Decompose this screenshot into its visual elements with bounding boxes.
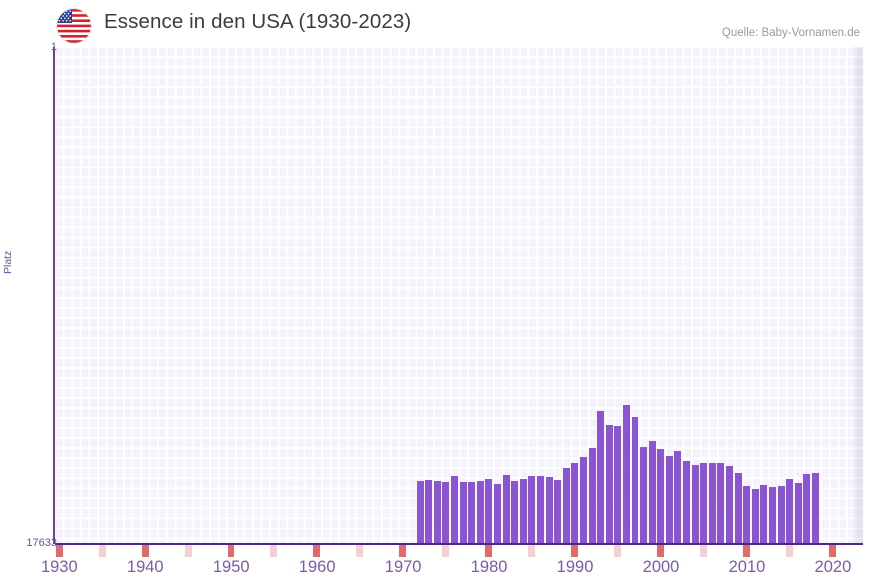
source-attribution: Quelle: Baby-Vornamen.de	[721, 27, 860, 39]
bar	[416, 480, 424, 544]
x-tick-minor	[270, 545, 278, 557]
x-tick-minor	[700, 545, 708, 557]
bar	[777, 485, 785, 544]
bar	[588, 447, 596, 544]
bar	[751, 488, 759, 544]
bar	[760, 484, 768, 544]
bar	[683, 461, 691, 544]
bar	[700, 463, 708, 544]
x-tick-major	[485, 545, 493, 557]
x-tick-major	[313, 545, 321, 557]
bar	[579, 457, 587, 544]
bar	[536, 475, 544, 544]
x-tick-label: 1930	[40, 558, 78, 576]
x-tick-minor	[184, 545, 192, 557]
x-tick-label: 2020	[814, 558, 852, 576]
x-tick-major	[743, 545, 751, 557]
x-tick-label: 1990	[556, 558, 594, 576]
bar	[640, 447, 648, 544]
chart-plot-area	[55, 47, 863, 544]
bar	[657, 448, 665, 544]
x-tick-major	[55, 545, 63, 557]
us-flag-icon	[57, 9, 91, 43]
x-tick-minor	[98, 545, 106, 557]
bar	[425, 479, 433, 544]
y-axis-title: Platz	[2, 250, 14, 274]
bar	[665, 455, 673, 544]
bar	[476, 480, 484, 544]
bar	[451, 476, 458, 544]
x-axis-tick-band	[55, 545, 863, 557]
x-tick-minor	[614, 545, 622, 557]
bar	[605, 425, 613, 544]
bar	[433, 480, 441, 544]
x-tick-minor	[528, 545, 536, 557]
bar	[502, 475, 510, 544]
x-tick-label: 1950	[212, 558, 250, 576]
x-tick-major	[399, 545, 407, 557]
y-axis-top-tick-label: 1	[50, 41, 57, 53]
bar	[511, 481, 519, 544]
chart-header: Essence in den USA (1930-2023) Quelle: B…	[0, 0, 873, 47]
bar	[519, 478, 527, 544]
no-data-shaded-region	[854, 47, 863, 544]
x-tick-label: 2000	[642, 558, 680, 576]
bar	[631, 417, 639, 544]
bar-series	[55, 47, 863, 544]
bar	[734, 472, 742, 544]
bar	[493, 483, 501, 544]
bar	[622, 404, 630, 544]
bar	[442, 481, 450, 544]
x-axis-line	[55, 543, 863, 545]
x-tick-label: 1960	[298, 558, 336, 576]
bar	[485, 478, 493, 544]
bar	[528, 475, 536, 544]
y-axis-line	[53, 47, 55, 544]
bar	[554, 479, 562, 544]
bar	[571, 462, 579, 544]
x-tick-major	[141, 545, 149, 557]
x-tick-minor	[442, 545, 450, 557]
page-title: Essence in den USA (1930-2023)	[104, 10, 412, 33]
bar	[545, 476, 553, 544]
bar	[786, 479, 794, 544]
x-tick-label: 2010	[728, 558, 766, 576]
bar	[769, 487, 777, 544]
bar	[803, 474, 811, 544]
bar	[459, 481, 467, 544]
x-tick-minor	[356, 545, 364, 557]
bar	[726, 466, 734, 544]
x-tick-major	[657, 545, 665, 557]
x-tick-label: 1970	[384, 558, 422, 576]
x-tick-major	[829, 545, 837, 557]
bar	[468, 482, 476, 544]
bar	[717, 462, 725, 544]
bar	[614, 425, 622, 544]
x-tick-major	[571, 545, 579, 557]
x-tick-label: 1980	[470, 558, 508, 576]
x-tick-label: 1940	[126, 558, 164, 576]
bar	[743, 486, 751, 544]
bar	[691, 464, 699, 544]
chart-gridlines	[55, 47, 863, 544]
bar	[674, 451, 682, 544]
bar	[597, 410, 605, 544]
y-axis-bottom-tick-label: 17633	[26, 537, 57, 549]
bar	[708, 462, 716, 544]
x-axis-tick-labels: 1930 1940 1950 1960 1970 1980 1990 2000 2010 2020	[0, 558, 873, 586]
bar	[562, 468, 570, 544]
bar	[794, 483, 802, 544]
x-tick-major	[227, 545, 235, 557]
x-tick-minor	[786, 545, 794, 557]
bar	[648, 440, 656, 544]
bar	[812, 473, 819, 544]
